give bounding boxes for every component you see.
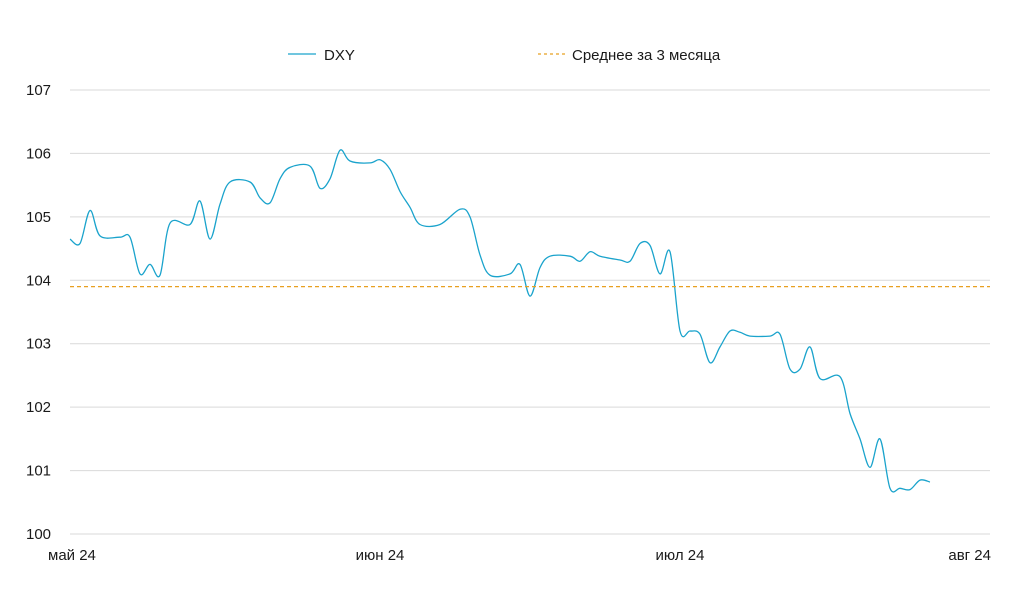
grid-lines [70, 89, 990, 535]
legend-label-dxy: DXY [324, 47, 355, 64]
y-tick-label-103: 103 [26, 336, 51, 353]
legend: DXY Среднее за 3 месяца [288, 47, 721, 64]
y-tick-label-101: 101 [26, 463, 51, 480]
y-tick-label-102: 102 [26, 399, 51, 416]
y-tick-label-106: 106 [26, 145, 51, 162]
x-tick-label-0: май 24 [48, 547, 96, 564]
legend-item-3m-average: Среднее за 3 месяца [538, 47, 721, 64]
x-tick-label-2: июл 24 [656, 547, 705, 564]
y-tick-label-107: 107 [26, 82, 51, 99]
y-tick-label-105: 105 [26, 209, 51, 226]
x-axis: май 24 июн 24 июл 24 авг 24 [48, 547, 991, 564]
series-line-dxy [69, 149, 931, 493]
y-axis: 100 101 102 103 104 105 106 107 [26, 82, 51, 543]
series-lines [69, 149, 990, 493]
x-tick-label-1: июн 24 [356, 547, 405, 564]
legend-item-dxy: DXY [288, 47, 355, 64]
legend-label-3m-average: Среднее за 3 месяца [572, 47, 721, 64]
x-tick-label-3: авг 24 [948, 547, 991, 564]
y-tick-label-104: 104 [26, 272, 51, 289]
y-tick-label-100: 100 [26, 526, 51, 543]
